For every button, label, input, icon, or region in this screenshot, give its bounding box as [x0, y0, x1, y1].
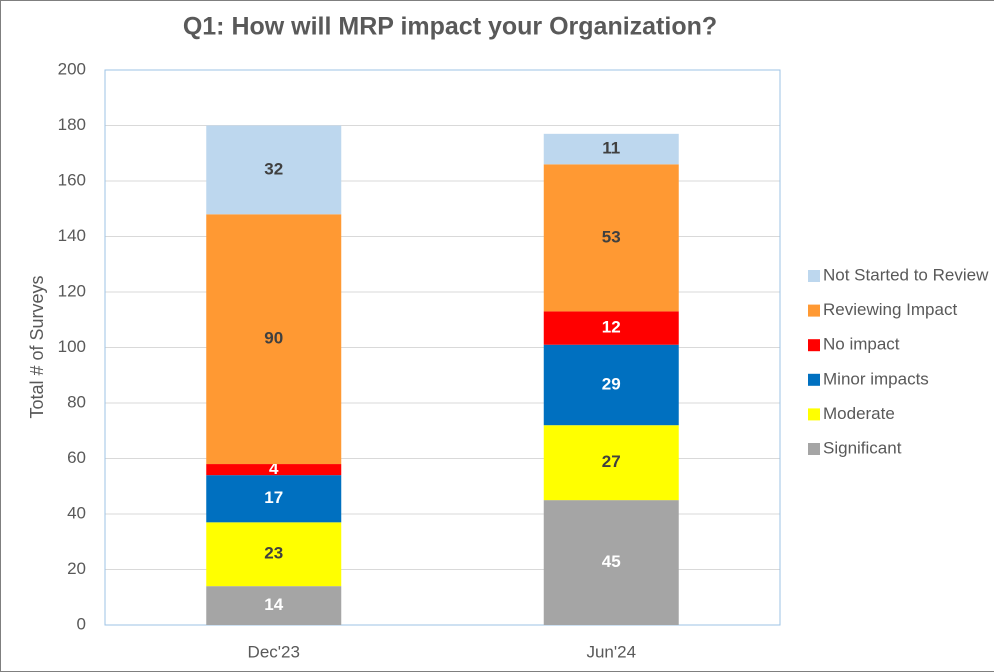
- legend-swatch: [808, 304, 820, 317]
- y-tick-label: 20: [67, 559, 86, 578]
- legend-label: Not Started to Review: [823, 265, 989, 284]
- bar-segment: [543, 500, 679, 625]
- legend-label: Moderate: [823, 404, 895, 423]
- bar-segment: [543, 133, 679, 165]
- legend-swatch: [808, 339, 820, 352]
- y-tick-label: 60: [67, 448, 86, 467]
- chart-title: Q1: How will MRP impact your Organizatio…: [183, 13, 717, 41]
- data-label: 27: [602, 452, 621, 471]
- data-label: 45: [602, 552, 621, 571]
- legend-label: No impact: [823, 335, 900, 354]
- bar-segment: [543, 311, 679, 345]
- x-tick-label: Dec'23: [248, 642, 300, 661]
- bar-segment: [543, 344, 679, 426]
- data-label: 32: [264, 159, 283, 178]
- bar-segment: [206, 464, 342, 476]
- y-tick-label: 200: [58, 59, 86, 78]
- data-label: 11: [602, 139, 620, 158]
- bar-segment: [206, 214, 342, 465]
- legend-swatch: [808, 443, 820, 455]
- bar-segment: [206, 586, 342, 625]
- data-label: 53: [602, 227, 621, 246]
- bar-segment: [543, 425, 679, 501]
- data-label: 23: [264, 544, 283, 563]
- plot-border: [104, 69, 781, 626]
- data-label: 4: [269, 459, 279, 478]
- x-tick-label: Jun'24: [586, 642, 636, 661]
- legend-swatch: [808, 408, 820, 421]
- y-tick-label: 40: [67, 503, 86, 522]
- y-tick-label: 140: [58, 226, 86, 245]
- bar-segment: [206, 522, 342, 587]
- bar-segment: [206, 125, 342, 215]
- y-tick-label: 180: [58, 115, 86, 134]
- data-label: 14: [264, 595, 283, 614]
- bar-segment: [206, 475, 342, 523]
- y-tick-label: 0: [77, 614, 86, 633]
- y-tick-label: 100: [58, 337, 86, 356]
- legend-label: Reviewing Impact: [823, 300, 957, 319]
- data-label: 29: [602, 374, 621, 393]
- legend-swatch: [808, 373, 820, 386]
- y-tick-label: 80: [67, 392, 86, 411]
- data-label: 17: [264, 488, 283, 507]
- data-label: 12: [602, 318, 621, 337]
- bar-segment: [543, 164, 679, 312]
- y-tick-label: 160: [58, 170, 86, 189]
- legend-label: Significant: [823, 438, 902, 457]
- y-tick-label: 120: [58, 281, 86, 300]
- data-label: 90: [264, 329, 283, 348]
- legend-label: Minor impacts: [823, 369, 929, 388]
- y-axis-label: Total # of Surveys: [27, 275, 47, 418]
- legend-swatch: [808, 270, 820, 282]
